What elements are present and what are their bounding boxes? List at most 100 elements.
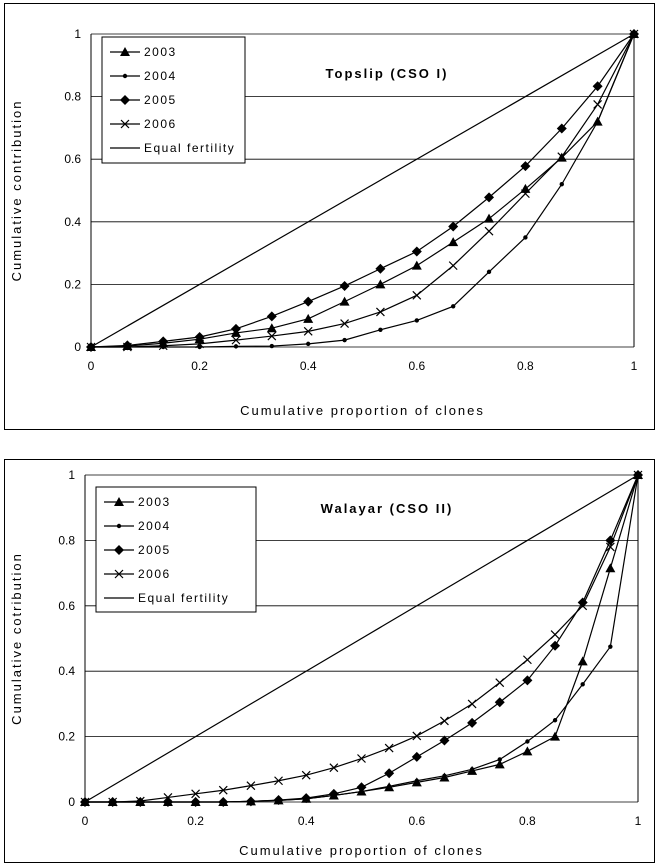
data-point [495, 678, 505, 688]
legend-marker [114, 497, 124, 506]
data-point [605, 535, 616, 546]
data-point [522, 746, 533, 756]
y-tick-label: 0 [74, 340, 81, 354]
series-2006 [86, 29, 639, 352]
series-line [90, 33, 635, 348]
chart-title: Topslip (CSO I) [326, 66, 449, 81]
data-point [484, 213, 495, 223]
legend-label: 2004 [144, 69, 177, 83]
data-point [303, 326, 313, 336]
data-point [246, 781, 256, 791]
data-point [122, 342, 132, 352]
legend-label: 2006 [144, 117, 177, 131]
data-point [522, 655, 532, 665]
data-point [303, 313, 314, 323]
legend-item: Equal fertility [104, 591, 229, 605]
data-point [356, 782, 367, 793]
legend-label: Equal fertility [144, 141, 235, 155]
legend-item: 2004 [104, 519, 171, 533]
data-point [577, 656, 588, 666]
data-point [231, 335, 241, 345]
data-point [195, 339, 205, 349]
chart-walayar: 0 0.2 0.4 0.6 0.8 1 0 0.2 0.4 0.6 0.8 1 Cumulative p… [4, 459, 655, 863]
y-tick-label: 0.8 [64, 90, 81, 104]
legend-label: 2003 [138, 495, 171, 509]
data-point [580, 682, 585, 687]
data-point [328, 788, 339, 799]
series-2005 [80, 470, 643, 807]
y-tick-label: 0.4 [64, 215, 81, 229]
data-point [273, 795, 284, 806]
data-point [122, 340, 133, 351]
data-point [218, 797, 229, 807]
data-point [411, 751, 422, 762]
data-point [339, 280, 350, 291]
data-point [194, 331, 205, 342]
data-point [484, 226, 494, 236]
series-2006 [80, 470, 643, 807]
data-point [494, 697, 505, 708]
legend-marker [120, 95, 130, 105]
legend-marker [114, 545, 124, 555]
data-point [414, 778, 419, 783]
data-point [497, 757, 502, 762]
data-point [386, 784, 392, 789]
data-point [375, 279, 386, 289]
data-point [550, 731, 561, 741]
series-line [91, 33, 635, 348]
x-tick-label: 0.6 [408, 814, 425, 828]
legend-label: 2006 [138, 567, 171, 581]
data-point [469, 767, 475, 772]
data-point [467, 699, 477, 709]
data-point [593, 100, 603, 109]
data-point [163, 792, 173, 802]
data-point [605, 563, 616, 573]
x-axis-title: Cumulative proportion of clones [240, 403, 485, 418]
legend-marker [114, 569, 124, 579]
data-point [550, 640, 561, 651]
data-point [559, 182, 564, 187]
data-point [197, 344, 202, 350]
legend-label: 2004 [138, 519, 171, 533]
legend-marker [116, 523, 122, 529]
legend-item: 2006 [110, 117, 177, 131]
data-point [266, 323, 277, 333]
data-point [375, 263, 386, 274]
data-point [339, 296, 350, 306]
legend-marker [120, 47, 130, 56]
data-point [329, 763, 339, 773]
legend-item: 2003 [104, 495, 171, 509]
x-tick-label: 0 [82, 814, 89, 828]
data-point [448, 237, 459, 247]
data-point [357, 754, 366, 763]
data-point [578, 601, 588, 611]
data-point [274, 776, 283, 786]
x-tick-label: 0 [88, 359, 95, 373]
legend-marker [120, 119, 130, 129]
x-tick-label: 0.8 [519, 814, 536, 828]
data-point [486, 269, 492, 275]
data-point [440, 716, 449, 726]
data-point [592, 81, 603, 92]
legend-item: 2006 [104, 567, 171, 581]
legend-label: 2003 [144, 45, 177, 59]
data-point [414, 318, 419, 323]
data-point [552, 718, 558, 723]
data-point [556, 123, 567, 134]
x-tick-label: 1 [631, 359, 638, 373]
data-point [301, 793, 312, 804]
data-point [340, 319, 350, 328]
data-point [605, 542, 615, 552]
data-point [525, 739, 530, 744]
data-point [230, 323, 241, 334]
legend-label: Equal fertility [138, 591, 229, 605]
data-point [301, 770, 311, 780]
legend-label: 2005 [138, 543, 171, 557]
legend-item: 2003 [110, 45, 177, 59]
legend-item: 2005 [110, 93, 177, 107]
data-point [411, 246, 422, 257]
data-point [467, 717, 478, 728]
legend-label: 2005 [144, 93, 177, 107]
legend: 2003 2004 2005 2006 Equal fertility [101, 36, 246, 164]
y-tick-label: 0.8 [58, 533, 75, 547]
